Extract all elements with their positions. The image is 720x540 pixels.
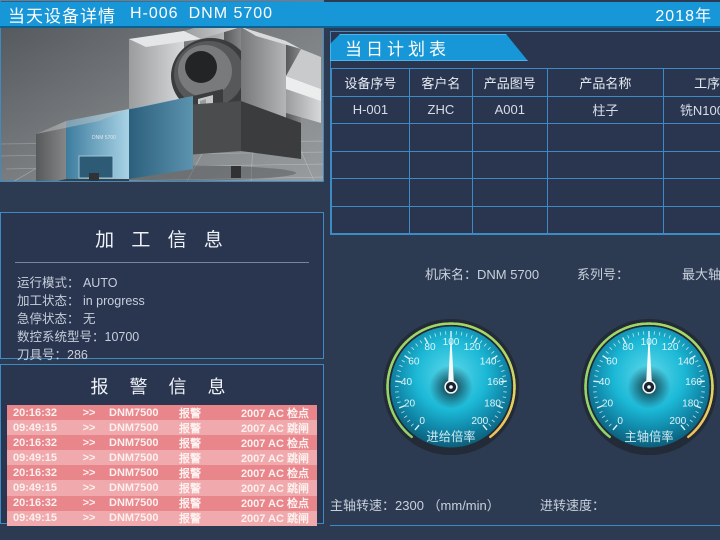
svg-text:120: 120 — [662, 342, 679, 353]
svg-text:80: 80 — [622, 342, 634, 353]
svg-text:20: 20 — [404, 398, 416, 409]
svg-text:140: 140 — [678, 357, 695, 368]
svg-text:200: 200 — [669, 416, 686, 427]
svg-text:60: 60 — [408, 357, 420, 368]
svg-text:140: 140 — [480, 357, 497, 368]
svg-text:40: 40 — [401, 377, 413, 388]
svg-text:0: 0 — [617, 416, 623, 427]
svg-text:60: 60 — [606, 357, 618, 368]
svg-text:200: 200 — [471, 416, 488, 427]
svg-text:180: 180 — [484, 398, 501, 409]
svg-text:进给倍率: 进给倍率 — [426, 429, 475, 444]
svg-text:80: 80 — [424, 342, 436, 353]
svg-text:120: 120 — [464, 342, 481, 353]
svg-text:40: 40 — [599, 377, 611, 388]
svg-text:主轴倍率: 主轴倍率 — [624, 429, 673, 444]
svg-text:0: 0 — [419, 416, 425, 427]
svg-text:180: 180 — [682, 398, 699, 409]
svg-text:DNM 5700: DNM 5700 — [92, 135, 116, 141]
svg-text:20: 20 — [602, 398, 614, 409]
svg-text:160: 160 — [685, 377, 702, 388]
svg-text:160: 160 — [487, 377, 504, 388]
